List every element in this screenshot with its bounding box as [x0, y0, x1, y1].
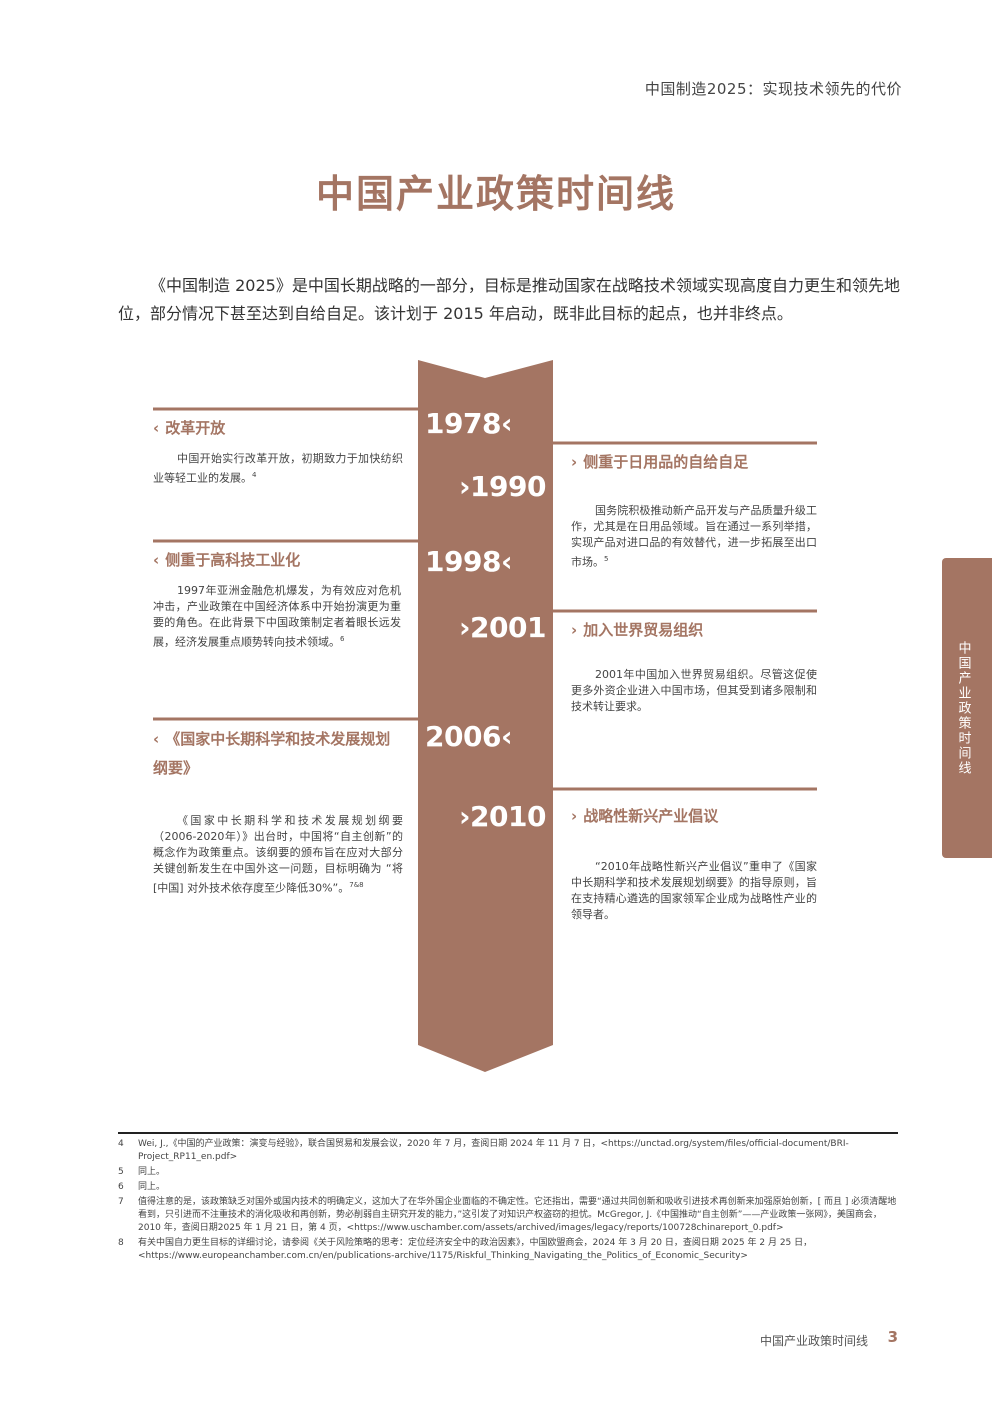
chevron-left-icon: ‹ — [500, 545, 513, 578]
event-title: ‹ 《国家中长期科学和技术发展规划纲要》 — [153, 730, 391, 777]
footnote: 4 Wei, J.,《中国的产业政策：演变与经验》，联合国贸易和发展会议，2020… — [118, 1139, 849, 1162]
footnotes: 4 Wei, J.,《中国的产业政策：演变与经验》，联合国贸易和发展会议，2020… — [118, 1138, 900, 1265]
year-1978-label: 1978 — [425, 407, 501, 440]
footer-label: 中国产业政策时间线 — [759, 1334, 868, 1348]
chevron-right-icon: › — [571, 621, 578, 639]
year-2006: 2006‹ — [425, 720, 512, 753]
event-title: › 侧重于日用品的自给自足 — [571, 453, 749, 471]
chevron-right-icon: › — [459, 470, 471, 503]
chevron-left-icon: ‹ — [500, 720, 513, 753]
event-2006: ‹ 《国家中长期科学和技术发展规划纲要》 《国家中长期科学和技术发展规划纲要（20… — [153, 725, 403, 897]
event-description: 《国家中长期科学和技术发展规划纲要（2006-2020年）》出台时，中国将“自主… — [153, 814, 403, 895]
year-1998-label: 1998 — [425, 545, 501, 578]
footnote: 8 有关中国自力更生目标的详细讨论，请参阅《关于风险策略的思考：定位经济安全中的政… — [118, 1238, 813, 1261]
event-title: ‹ 改革开放 — [153, 419, 226, 437]
footnote: 6 同上。 — [118, 1182, 166, 1192]
year-2001-label: 2001 — [470, 611, 546, 644]
timeline-arrow-shape — [418, 360, 553, 1072]
event-1990: › 侧重于日用品的自给自足 国务院积极推动新产品开发与产品质量升级工作，尤其是在日… — [571, 449, 817, 571]
footnote: 7 值得注意的是，该政策缺乏对国外或国内技术的明确定义，这加大了在华外国企业面临的… — [118, 1197, 897, 1233]
event-description: 2001年中国加入世界贸易组织。尽管这促使更多外资企业进入中国市场，但其受到诸多… — [571, 668, 817, 713]
page-title: 中国产业政策时间线 — [315, 172, 676, 216]
footnote: 5 同上。 — [118, 1167, 166, 1177]
event-description: 国务院积极推动新产品开发与产品质量升级工作，尤其是在日用品领域。旨在通过一系列举… — [571, 504, 817, 569]
side-tab[interactable] — [942, 558, 992, 858]
page-number: 3 — [887, 1328, 898, 1346]
year-1990-label: 1990 — [470, 470, 546, 503]
event-description: 中国开始实行改革开放，初期致力于加快纺织业等轻工业的发展。4 — [153, 452, 403, 485]
chevron-right-icon: › — [571, 807, 578, 825]
event-1978: ‹ 改革开放 中国开始实行改革开放，初期致力于加快纺织业等轻工业的发展。4 — [153, 415, 403, 487]
year-1990: ›1990 — [459, 470, 546, 503]
event-title: › 战略性新兴产业倡议 — [571, 807, 719, 825]
chevron-right-icon: › — [459, 611, 471, 644]
event-title: › 加入世界贸易组织 — [571, 621, 704, 639]
event-description: “2010年战略性新兴产业倡议”重申了《国家中长期科学和技术发展规划纲要》的指导… — [571, 860, 817, 921]
event-title: ‹ 侧重于高科技工业化 — [153, 551, 301, 569]
year-1998: 1998‹ — [425, 545, 512, 578]
chevron-left-icon: ‹ — [153, 730, 160, 748]
year-2006-label: 2006 — [425, 720, 501, 753]
year-2010: ›2010 — [459, 800, 546, 833]
year-2010-label: 2010 — [470, 800, 546, 833]
year-2001: ›2001 — [459, 611, 546, 644]
event-2001: › 加入世界贸易组织 2001年中国加入世界贸易组织。尽管这促使更多外资企业进入中… — [571, 617, 817, 715]
chevron-right-icon: › — [459, 800, 471, 833]
chevron-left-icon: ‹ — [500, 407, 513, 440]
footnote-divider — [118, 1132, 898, 1134]
chevron-left-icon: ‹ — [153, 419, 160, 437]
chevron-right-icon: › — [571, 453, 578, 471]
chevron-left-icon: ‹ — [153, 551, 160, 569]
intro-paragraph: 《中国制造 2025》是中国长期战略的一部分，目标是推动国家在战略技术领域实现高… — [118, 276, 900, 323]
year-1978: 1978‹ — [425, 407, 512, 440]
running-header: 中国制造2025：实现技术领先的代价 — [644, 80, 902, 98]
event-2010: › 战略性新兴产业倡议 “2010年战略性新兴产业倡议”重申了《国家中长期科学和技… — [571, 803, 817, 923]
event-1998: ‹ 侧重于高科技工业化 1997年亚洲金融危机爆发，为有效应对危机冲击，产业政策在… — [153, 547, 401, 651]
side-tab-label: 中国产业政策时间线 — [955, 640, 971, 776]
event-description: 1997年亚洲金融危机爆发，为有效应对危机冲击，产业政策在中国经济体系中开始扮演… — [153, 584, 401, 649]
